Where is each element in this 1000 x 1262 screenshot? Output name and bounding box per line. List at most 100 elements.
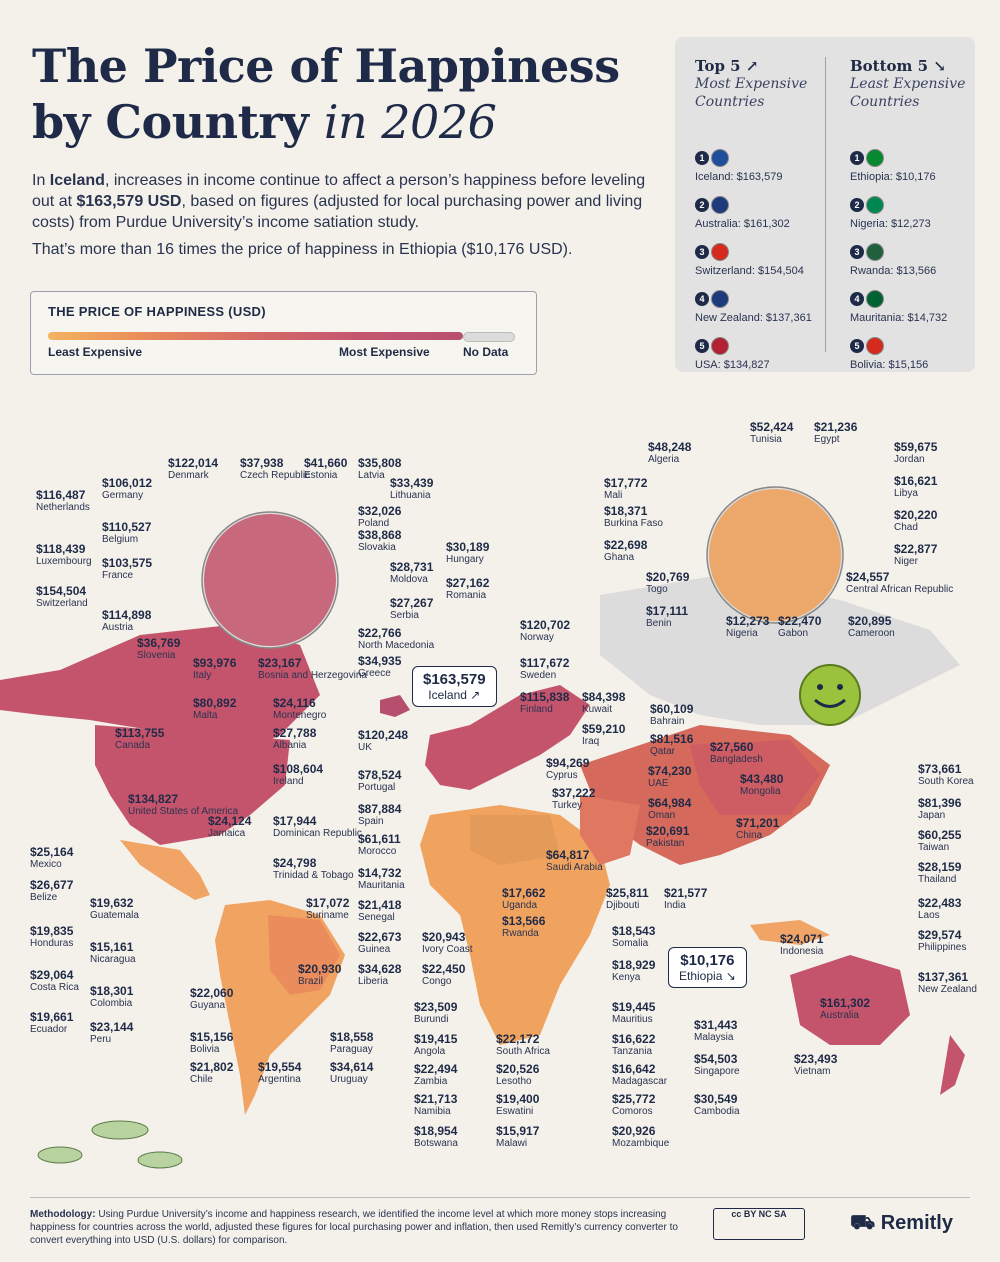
country-name: Mongolia — [740, 786, 781, 797]
country-label: $18,558 Paraguay — [330, 1030, 373, 1055]
country-label: $20,691 Pakistan — [646, 824, 689, 849]
country-label: $16,642 Madagascar — [612, 1062, 667, 1087]
country-value: $28,159 — [918, 860, 962, 874]
country-name: Kuwait — [582, 704, 613, 715]
country-name: Saudi Arabia — [546, 862, 603, 873]
smiley-left-eye — [817, 684, 823, 690]
country-value: $16,642 — [612, 1062, 656, 1076]
country-name: Slovenia — [137, 650, 176, 661]
country-label: $73,661 South Korea — [918, 762, 974, 787]
country-value: $30,549 — [694, 1092, 738, 1106]
country-label: $19,835 Honduras — [30, 924, 73, 949]
country-name: Zambia — [414, 1076, 448, 1087]
flag-icon — [711, 243, 729, 261]
country-name: Morocco — [358, 846, 397, 857]
country-label: $19,400 Eswatini — [496, 1092, 539, 1117]
country-label: $23,493 Vietnam — [794, 1052, 837, 1077]
country-name: Libya — [894, 488, 918, 499]
country-name: Belgium — [102, 534, 139, 545]
country-value: $60,255 — [918, 828, 962, 842]
country-label: $19,445 Mauritius — [612, 1000, 655, 1025]
country-label: $54,503 Singapore — [694, 1052, 740, 1077]
country-label: $19,554 Argentina — [258, 1060, 301, 1085]
country-label: $29,064 Costa Rica — [30, 968, 79, 993]
country-label: $48,248 Algeria — [648, 440, 691, 465]
country-value: $120,702 — [520, 618, 571, 632]
country-label: $16,621 Libya — [894, 474, 937, 499]
country-label: $21,802 Chile — [190, 1060, 233, 1085]
country-value: $18,543 — [612, 924, 656, 938]
country-label: $137,361 New Zealand — [918, 970, 977, 995]
rank-number: 2 — [695, 197, 709, 212]
country-value: $20,220 — [894, 508, 938, 522]
country-value: $19,400 — [496, 1092, 540, 1106]
iceland-callout-name: Iceland ↗ — [428, 688, 481, 702]
country-label: $23,167 Bosnia and Herzegovina — [258, 656, 367, 681]
country-value: $17,072 — [306, 896, 350, 910]
page-title: The Price of Happiness by Country in 202… — [32, 38, 620, 150]
country-name: Thailand — [918, 874, 957, 885]
top5-title-text: Top 5 — [695, 57, 741, 75]
country-label: $19,415 Angola — [414, 1032, 457, 1057]
country-label: $18,301 Colombia — [90, 984, 133, 1009]
country-name: Kenya — [612, 972, 641, 983]
country-value: $116,487 — [36, 488, 86, 502]
country-value: $23,144 — [90, 1020, 134, 1034]
country-label: $22,673 Guinea — [358, 930, 401, 955]
country-value: $64,984 — [648, 796, 692, 810]
country-value: $73,661 — [918, 762, 962, 776]
country-value: $37,938 — [240, 456, 284, 470]
country-name: Latvia — [358, 470, 385, 481]
country-name: Greece — [358, 668, 391, 679]
legend-title: THE PRICE OF HAPPINESS (USD) — [48, 304, 266, 319]
country-value: $54,503 — [694, 1052, 738, 1066]
smiley-icon — [799, 664, 861, 726]
flag-icon — [866, 337, 884, 355]
arrow-down-right-icon: ↘ — [933, 57, 946, 75]
europe — [380, 685, 590, 790]
country-value: $21,577 — [664, 886, 708, 900]
rank-number: 4 — [850, 291, 864, 306]
north-america — [0, 625, 320, 900]
country-label: $34,614 Uruguay — [330, 1060, 373, 1085]
country-value: $38,868 — [358, 528, 402, 542]
country-label: $16,622 Tanzania — [612, 1032, 655, 1057]
country-label: $60,255 Taiwan — [918, 828, 961, 853]
country-name: Tunisia — [750, 434, 782, 445]
country-label: $22,766 North Macedonia — [358, 626, 434, 651]
country-label: $15,161 Nicaragua — [90, 940, 136, 965]
country-value: $41,660 — [304, 456, 348, 470]
country-label: $37,222 Turkey — [552, 786, 595, 811]
country-name: Luxembourg — [36, 556, 92, 567]
country-name: Ghana — [604, 552, 635, 563]
country-label: $122,014 Denmark — [168, 456, 218, 481]
country-label: $80,892 Malta — [193, 696, 236, 721]
country-label: $154,504 Switzerland — [36, 584, 88, 609]
country-label: $115,838 Finland — [520, 690, 569, 715]
country-name: Belize — [30, 892, 58, 903]
country-value: $23,167 — [258, 656, 302, 670]
country-label: $134,827 United States of America — [128, 792, 238, 817]
country-name: Paraguay — [330, 1044, 373, 1055]
country-name: Peru — [90, 1034, 112, 1045]
country-value: $115,838 — [520, 690, 570, 704]
country-value: $110,527 — [102, 520, 152, 534]
country-label: $118,439 Luxembourg — [36, 542, 92, 567]
north-africa-shape — [470, 815, 560, 865]
country-name: Slovakia — [358, 542, 396, 553]
country-value: $20,769 — [646, 570, 690, 584]
country-name: Ivory Coast — [422, 944, 473, 955]
country-label: $110,527 Belgium — [102, 520, 151, 545]
country-name: Niger — [894, 556, 918, 567]
country-name: Mozambique — [612, 1138, 670, 1149]
country-value: $122,014 — [168, 456, 219, 470]
title-line2-text: by Country — [32, 95, 309, 149]
country-label: $26,677 Belize — [30, 878, 73, 903]
country-name: Denmark — [168, 470, 209, 481]
legend-nodata-swatch — [463, 332, 515, 342]
country-name: New Zealand — [918, 984, 977, 995]
country-label: $24,116 Montenegro — [273, 696, 326, 721]
country-name: Iraq — [582, 736, 600, 747]
ethiopia-callout-name: Ethiopia ↘ — [679, 969, 736, 983]
country-name: Egypt — [814, 434, 840, 445]
